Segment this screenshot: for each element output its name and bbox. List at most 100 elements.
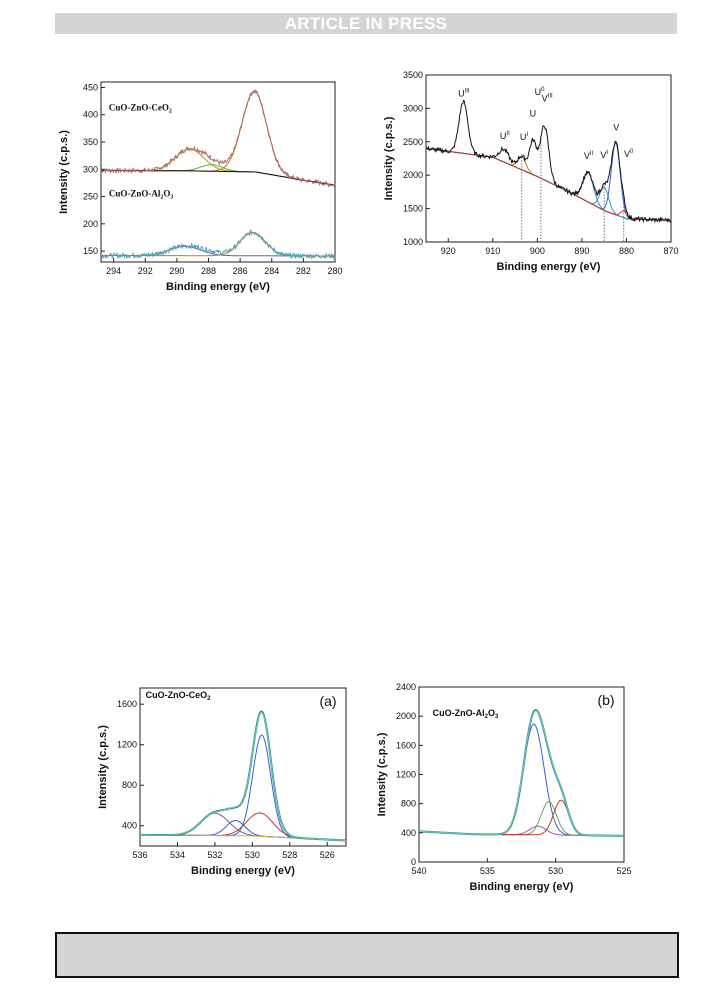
y-tick-label: 2000 — [396, 711, 416, 721]
data-series-line — [419, 710, 624, 837]
o1s-chart-b: 540 535 530 525 0 400 800 1200 1600 2000 2400 Bindi… — [376, 682, 632, 893]
peak-label: VII — [584, 151, 594, 161]
panel-label: (a) — [319, 693, 336, 709]
plot-frame — [425, 74, 672, 243]
y-tick-label: 400 — [83, 110, 98, 120]
data-series-line — [419, 709, 624, 837]
data-series-line — [100, 88, 336, 188]
peak-label: U0 — [535, 87, 546, 97]
data-series-line — [140, 711, 346, 841]
y-axis-label: Intensity (c.p.s.) — [383, 116, 395, 200]
y-tick-label: 300 — [83, 164, 98, 174]
x-tick-label: 288 — [201, 266, 216, 276]
y-tick-label: 800 — [401, 799, 416, 809]
x-tick-label: 900 — [530, 246, 545, 256]
peak-label: UIII — [458, 88, 470, 98]
peak-label: U — [530, 108, 537, 118]
peak-label: UII — [500, 131, 510, 141]
fit-component-line — [425, 148, 671, 221]
c1s-xps-chart: 294 292 290 288 286 284 282 280 150 200 250 300 350 4… — [58, 81, 343, 293]
fit-component-line — [425, 148, 671, 221]
y-tick-label: 250 — [83, 192, 98, 202]
x-tick-label: 526 — [320, 850, 335, 860]
y-tick-label: 200 — [83, 219, 98, 229]
fit-component-line — [425, 148, 671, 221]
peak-label: VI — [600, 150, 608, 160]
plot-frame — [139, 687, 347, 847]
fit-component-line — [425, 148, 671, 221]
x-tick-label: 292 — [138, 266, 153, 276]
plot-frame — [100, 81, 336, 263]
fit-component-line — [425, 141, 671, 221]
data-series-line — [425, 99, 672, 224]
x-tick-label: 525 — [616, 866, 631, 876]
sample-annotation: CuO-ZnO-Al2O3 — [433, 708, 499, 720]
x-axis-label: Binding energy (eV) — [166, 281, 270, 293]
x-tick-label: 890 — [574, 246, 589, 256]
x-axis-label: Binding energy (eV) — [470, 881, 574, 893]
y-tick-label: 2000 — [403, 170, 423, 180]
fit-component-line — [425, 148, 671, 221]
x-tick-label: 870 — [663, 246, 678, 256]
y-axis-label: Intensity (c.p.s.) — [58, 130, 70, 214]
x-tick-label: 536 — [132, 850, 147, 860]
x-tick-label: 528 — [282, 850, 297, 860]
x-tick-label: 535 — [480, 866, 495, 876]
y-tick-label: 800 — [122, 780, 137, 790]
y-tick-label: 3500 — [403, 70, 423, 80]
x-tick-label: 280 — [327, 266, 342, 276]
y-tick-label: 3000 — [403, 103, 423, 113]
x-tick-label: 530 — [548, 866, 563, 876]
x-tick-label: 534 — [170, 850, 185, 860]
y-tick-label: 2400 — [396, 682, 416, 692]
y-tick-label: 350 — [83, 137, 98, 147]
y-axis-label: Intensity (c.p.s.) — [97, 725, 109, 809]
sample-annotation: CuO-ZnO-CeO2 — [109, 102, 172, 114]
data-series-line — [100, 229, 336, 260]
x-tick-label: 286 — [233, 266, 248, 276]
x-tick-label: 282 — [296, 266, 311, 276]
y-tick-label: 2500 — [403, 137, 423, 147]
peak-label: UI — [520, 132, 529, 142]
fit-component-line — [140, 734, 346, 841]
y-axis-label: Intensity (c.p.s.) — [376, 732, 388, 816]
sample-annotation: CuO-ZnO-Al2O3 — [109, 189, 174, 201]
y-tick-label: 400 — [401, 828, 416, 838]
x-tick-label: 284 — [264, 266, 279, 276]
x-tick-label: 910 — [485, 246, 500, 256]
x-tick-label: 290 — [169, 266, 184, 276]
fit-component-line — [140, 812, 346, 841]
x-axis-label: Binding energy (eV) — [191, 865, 295, 877]
x-tick-label: 920 — [441, 246, 456, 256]
sample-annotation: CuO-ZnO-CeO2 — [146, 690, 212, 702]
ce3d-xps-chart: 920 910 900 890 880 870 1000 1500 2000 2500 3000 35… — [383, 70, 679, 273]
data-series-line — [140, 710, 346, 842]
y-tick-label: 1200 — [396, 770, 416, 780]
x-tick-label: 880 — [619, 246, 634, 256]
y-tick-label: 450 — [83, 82, 98, 92]
peak-label: V — [613, 122, 619, 132]
fit-component-line — [419, 800, 625, 837]
y-tick-label: 150 — [83, 246, 98, 256]
article-in-press-banner: ARTICLE IN PRESS — [55, 13, 677, 34]
y-tick-label: 400 — [122, 821, 137, 831]
y-tick-label: 1500 — [403, 204, 423, 214]
y-tick-label: 1600 — [117, 699, 137, 709]
panel-label: (b) — [597, 692, 614, 708]
y-tick-label: 1600 — [396, 740, 416, 750]
y-tick-label: 1000 — [403, 237, 423, 247]
x-tick-label: 540 — [411, 866, 426, 876]
fit-component-line — [101, 164, 336, 186]
peak-label: VIII — [542, 94, 553, 104]
y-tick-label: 1200 — [117, 740, 137, 750]
fit-component-line — [101, 169, 336, 186]
x-tick-label: 294 — [106, 266, 121, 276]
peak-label: V0 — [624, 149, 634, 159]
x-tick-label: 532 — [207, 850, 222, 860]
fit-component-line — [419, 799, 624, 837]
y-tick-label: 0 — [411, 857, 416, 867]
o1s-chart-a: 536 534 532 530 528 526 400 800 1200 1600 Binding … — [97, 687, 347, 877]
x-tick-label: 530 — [245, 850, 260, 860]
caption-box — [55, 932, 679, 978]
x-axis-label: Binding energy (eV) — [497, 261, 601, 273]
